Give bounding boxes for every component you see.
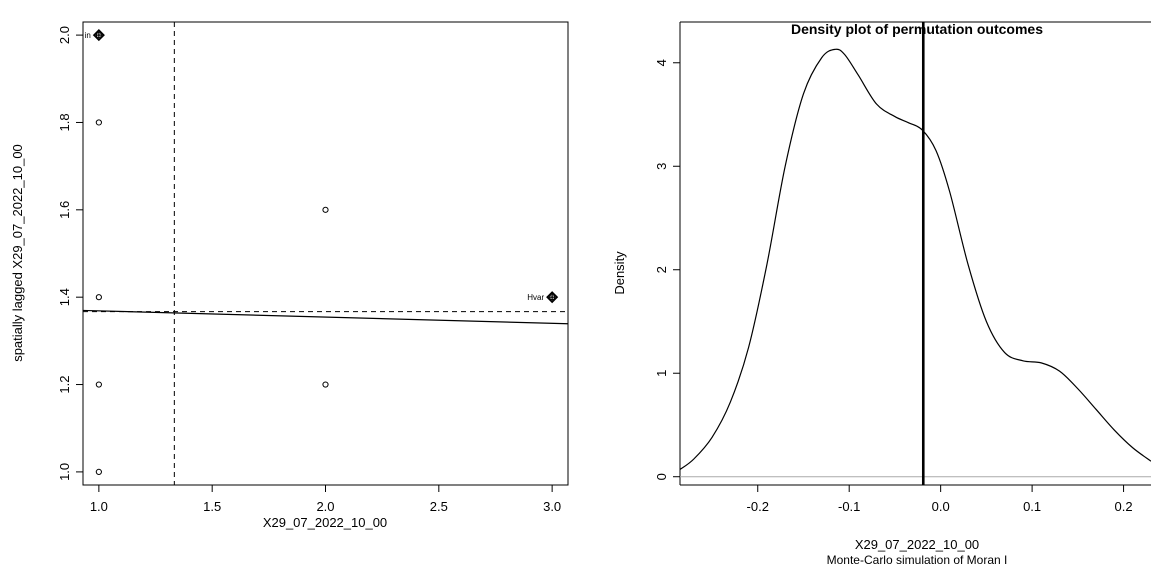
scatter-y-tick-label: 1.4: [57, 288, 72, 306]
data-point: [95, 294, 102, 301]
scatter-x-tick-label: 3.0: [543, 499, 561, 514]
scatter-y-axis: 1.0 1.2 1.4 1.6 1.8 2.0: [57, 26, 83, 481]
density-curve: [679, 48, 1151, 470]
density-x-axis: -0.2 -0.1 0.0 0.1 0.2: [747, 485, 1133, 514]
density-y-tick-label: 2: [654, 266, 669, 273]
data-point: [95, 468, 102, 475]
influential-point-label: in: [85, 31, 91, 40]
data-point: [322, 206, 329, 213]
density-x-tick-label: -0.2: [747, 499, 769, 514]
scatter-x-tick-label: 1.0: [90, 499, 108, 514]
scatter-plot-area: in Hvar: [82, 22, 569, 485]
density-plot-area: [679, 22, 1151, 485]
scatter-x-tick-label: 2.0: [316, 499, 334, 514]
density-plot-subtitle: Monte-Carlo simulation of Moran I: [827, 553, 1008, 567]
density-x-tick-label: -0.1: [838, 499, 860, 514]
data-point: [95, 119, 102, 126]
scatter-x-axis: 1.0 1.5 2.0 2.5 3.0: [90, 485, 561, 514]
density-y-tick-label: 4: [654, 59, 669, 66]
density-y-tick-label: 0: [654, 473, 669, 480]
influential-point-label: Hvar: [527, 293, 544, 302]
density-y-tick-label: 3: [654, 163, 669, 170]
density-y-tick-label: 1: [654, 370, 669, 377]
density-x-tick-label: 0.0: [932, 499, 950, 514]
scatter-y-tick-label: 1.2: [57, 375, 72, 393]
density-x-axis-label: X29_07_2022_10_00: [855, 537, 979, 552]
density-x-tick-label: 0.2: [1115, 499, 1133, 514]
density-y-axis-label: Density: [612, 251, 627, 295]
moran-scatter-plot: 1.0 1.5 2.0 2.5 3.0 1.0 1.2 1.4 1.6 1.8 2.0 in Hva…: [10, 21, 569, 530]
density-plot-title: Density plot of permutation outcomes: [791, 21, 1043, 37]
scatter-y-tick-label: 2.0: [57, 26, 72, 44]
scatter-x-axis-label: X29_07_2022_10_00: [263, 515, 387, 530]
data-point: [322, 381, 329, 388]
scatter-y-tick-label: 1.8: [57, 113, 72, 131]
scatter-x-tick-label: 1.5: [203, 499, 221, 514]
regression-line: [82, 309, 569, 325]
scatter-x-tick-label: 2.5: [430, 499, 448, 514]
data-point: [95, 381, 102, 388]
density-x-tick-label: 0.1: [1023, 499, 1041, 514]
permutation-density-plot: -0.2 -0.1 0.0 0.1 0.2 0 1 2 3 4 Density plot of …: [612, 21, 1151, 567]
scatter-y-tick-label: 1.6: [57, 201, 72, 219]
density-y-axis: 0 1 2 3 4: [654, 59, 680, 480]
scatter-y-axis-label: spatially lagged X29_07_2022_10_00: [10, 144, 25, 362]
scatter-y-tick-label: 1.0: [57, 463, 72, 481]
